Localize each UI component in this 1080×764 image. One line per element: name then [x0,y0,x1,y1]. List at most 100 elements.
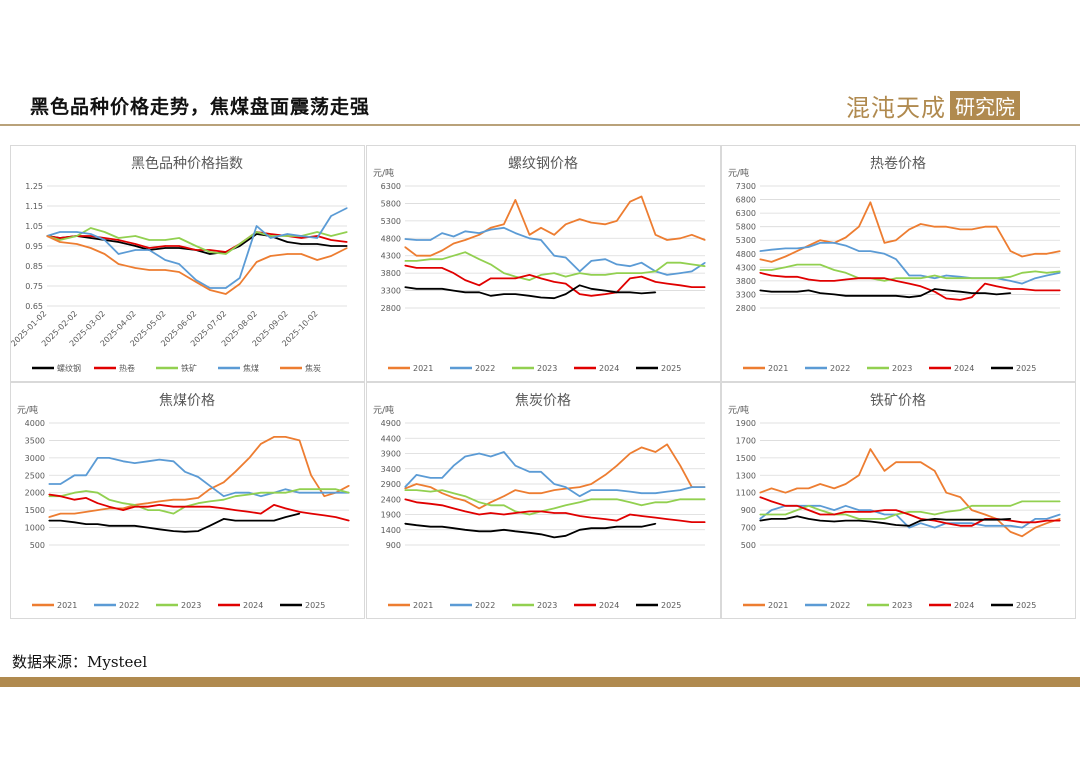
data-point [104,253,106,255]
y-tick-label: 2500 [25,471,45,480]
y-tick-label: 3500 [25,436,45,445]
data-point [464,251,466,253]
data-point [415,288,418,290]
data-point [1034,521,1036,523]
data-point [1034,500,1036,503]
data-point [920,223,922,225]
chart-panel-iron-ore: 铁矿价格元/吨500700900110013001500170019001月1日… [691,382,1076,619]
data-point [895,280,897,282]
data-point [323,492,325,494]
data-point [59,520,62,522]
data-point [590,489,592,491]
y-tick-label: 6300 [736,209,756,218]
data-point [256,233,258,235]
data-point [959,276,961,278]
data-point [704,521,706,523]
data-point [85,523,87,525]
data-point [808,487,810,489]
data-point [335,488,337,490]
y-unit-label: 元/吨 [373,404,394,416]
data-point [478,232,480,234]
y-tick-label: 4300 [381,252,401,261]
data-point [540,471,542,473]
data-point [310,474,312,476]
data-point [590,516,592,519]
data-point [784,505,787,507]
data-point [73,521,76,523]
chart-panel-index: 黑色品种价格指数 0.65 0.75 0.85 0.95 1.05 1.15 1.25 2025… [9,145,365,382]
y-tick-label: 500 [741,541,756,550]
legend-label: 焦煤 [243,363,259,373]
data-point [971,509,973,511]
data-point [503,495,505,497]
data-point [134,506,136,508]
data-point [984,277,986,279]
data-point [691,263,693,266]
data-point [759,269,761,271]
data-point [666,274,668,276]
legend-label: 2022 [830,364,850,373]
data-point [158,504,161,506]
data-point [895,524,897,526]
data-point [1021,255,1023,258]
data-point [256,231,258,233]
y-tick-label: 1500 [736,454,756,463]
data-point [122,460,124,462]
y-unit-label: 元/吨 [728,404,749,416]
data-point [453,235,455,238]
data-point [478,291,480,293]
data-point [895,513,897,516]
data-point [209,289,211,291]
legend-label: 2024 [599,364,619,373]
data-point [796,291,798,293]
data-point [883,470,886,472]
data-point [654,501,657,503]
logo-text-badge: 研究院 [950,91,1020,120]
data-point [1046,274,1048,277]
data-point [528,234,531,236]
data-point [971,296,973,298]
y-tick-label: 0.85 [25,262,43,271]
data-point [540,277,542,279]
data-point [330,255,332,257]
data-point [316,243,318,245]
data-point [959,291,961,293]
data-point [565,512,567,514]
data-point [172,460,175,462]
data-point [178,245,180,247]
data-point [679,262,681,264]
data-point [514,530,517,532]
data-point [464,230,466,232]
data-point [553,489,555,491]
data-point [784,255,787,258]
data-point [46,235,48,237]
data-point [209,488,211,490]
data-point [604,293,606,295]
y-tick-label: 1000 [25,524,45,533]
data-point [73,513,76,515]
data-point [604,258,606,260]
series-line-2025 [404,522,656,539]
data-point [796,515,798,517]
data-point [164,245,166,247]
data-point [310,488,312,490]
data-point [346,207,348,209]
data-point [908,296,910,298]
data-point [616,489,618,491]
data-point [666,239,668,241]
chart-title: 黑色品种价格指数 [131,155,243,172]
data-point [184,499,186,501]
data-point [464,495,466,497]
data-point [528,471,531,473]
data-point [209,506,211,508]
data-point [478,513,480,516]
data-point [1059,250,1061,252]
data-point [441,249,443,252]
data-point [429,491,432,493]
legend-label: 2022 [475,601,495,610]
data-point [833,293,835,296]
y-unit-label: 元/吨 [373,167,394,179]
data-point [616,291,618,293]
y-tick-label: 500 [30,541,45,550]
